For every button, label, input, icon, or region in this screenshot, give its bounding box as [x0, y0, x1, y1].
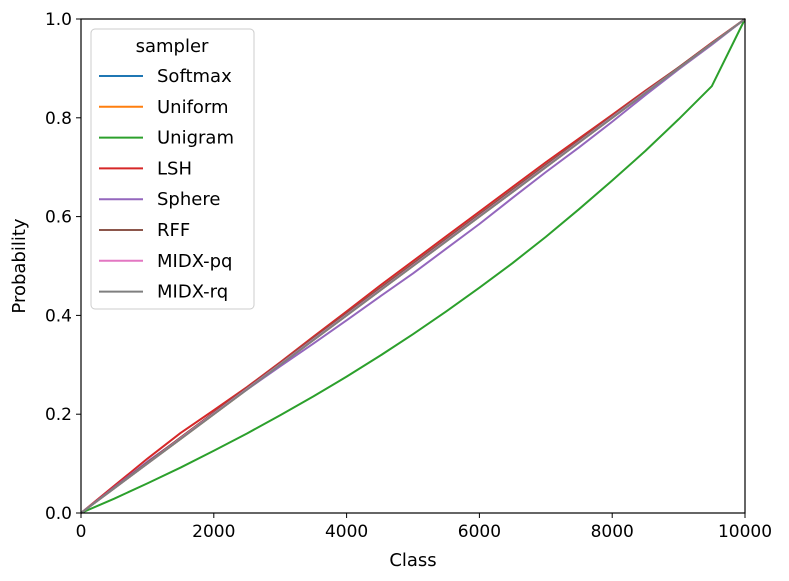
plot-frame [80, 18, 746, 514]
y-tick-label: 0.6 [45, 208, 72, 228]
y-tick-label: 0.2 [45, 405, 72, 425]
y-axis-label: Probability [9, 218, 30, 313]
x-axis-ticks: 0 2000 4000 6000 8000 10000 [76, 513, 772, 542]
legend-title: sampler [136, 36, 209, 57]
series-line-midx-rq [80, 18, 746, 514]
legend-label-midx-pq: MIDX-pq [157, 251, 232, 272]
x-tick-label: 8000 [591, 522, 634, 542]
legend-label-lsh: LSH [157, 158, 192, 179]
x-tick-label: 0 [76, 522, 87, 542]
y-axis-ticks: 0.0 0.2 0.4 0.6 0.8 1.0 [45, 10, 81, 524]
legend-label-unigram: Unigram [157, 128, 234, 149]
legend-label-midx-rq: MIDX-rq [157, 282, 228, 303]
legend-label-softmax: Softmax [157, 66, 232, 87]
y-tick-label: 0.0 [45, 504, 72, 524]
legend-label-sphere: Sphere [157, 189, 220, 210]
x-tick-label: 4000 [325, 522, 368, 542]
legend-box [90, 28, 255, 310]
series-line-unigram [80, 18, 746, 514]
x-tick-label: 6000 [458, 522, 501, 542]
series-layer [80, 18, 746, 514]
legend-label-uniform: Uniform [157, 97, 229, 118]
x-tick-label: 10000 [718, 522, 772, 542]
y-tick-label: 0.8 [45, 109, 72, 129]
y-tick-label: 1.0 [45, 10, 72, 30]
x-tick-label: 2000 [192, 522, 235, 542]
legend: sampler Softmax Uniform Unigram LSH Sphere RF… [90, 28, 255, 310]
legend-label-rff: RFF [157, 220, 190, 241]
y-tick-label: 0.4 [45, 306, 72, 326]
x-axis-label: Class [389, 550, 436, 571]
